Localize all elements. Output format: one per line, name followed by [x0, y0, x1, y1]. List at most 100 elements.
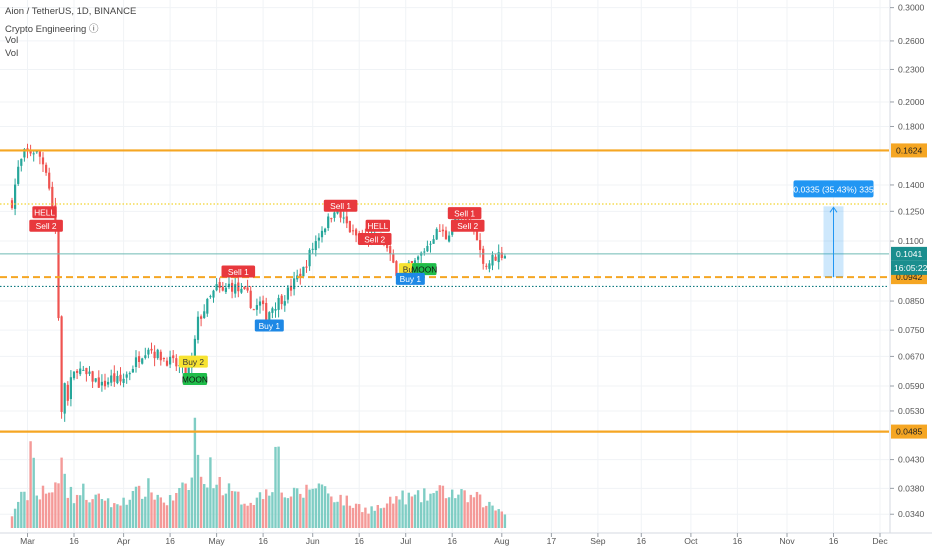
candle-body	[479, 240, 482, 250]
volume-indicator-1[interactable]: Vol	[5, 35, 19, 46]
volume-bar	[113, 503, 116, 528]
signal-4-label: HELL	[367, 221, 388, 231]
volume-bar	[404, 504, 407, 528]
volume-bar	[162, 502, 166, 528]
volume-bar	[494, 510, 497, 528]
candle-body	[426, 245, 429, 252]
volume-bar	[407, 492, 410, 528]
volume-bar	[482, 507, 485, 528]
volume-bar	[280, 492, 283, 528]
candle-body	[187, 366, 190, 375]
candle-body	[271, 308, 274, 313]
indicator-name[interactable]: Crypto Engineering ⓘ	[5, 24, 99, 35]
volume-bar	[373, 510, 376, 528]
candle-body	[107, 381, 110, 385]
symbol-title[interactable]: Aion / TetherUS, 1D, BINANCE	[5, 6, 137, 17]
volume-bar	[224, 493, 228, 528]
x-tick-label-12: Sep	[590, 536, 606, 546]
candle-body	[209, 296, 212, 298]
volume-bar	[119, 505, 122, 528]
signal-10-label: MOON	[182, 374, 208, 384]
volume-bar	[438, 485, 441, 528]
volume-bar	[63, 473, 66, 528]
measure-tool[interactable]: 0.0335 (35.43%) 335	[793, 180, 874, 278]
signal-2-bg	[221, 265, 256, 278]
signal-0-bg	[32, 206, 57, 219]
volume-bar	[20, 491, 23, 528]
candle-body	[169, 356, 172, 365]
volume-bar	[420, 502, 423, 528]
candle-body	[97, 377, 100, 388]
volume-bar	[265, 489, 268, 528]
volume-bar	[184, 483, 187, 528]
volume-bar	[153, 499, 156, 528]
candle-body	[128, 373, 131, 375]
volume-bar	[116, 504, 119, 528]
volume-bar	[432, 493, 435, 528]
volume-bars	[10, 417, 507, 528]
candle-body	[330, 218, 333, 220]
signal-10-bg	[182, 373, 208, 386]
x-tick-label-11: 17	[547, 536, 557, 546]
x-tick-label-13: 16	[637, 536, 647, 546]
volume-bar	[187, 489, 190, 528]
volume-bar	[441, 485, 445, 528]
volume-bar	[382, 507, 386, 528]
measure-label-bg	[793, 180, 874, 198]
volume-bar	[165, 505, 169, 528]
volume-bar	[348, 505, 352, 528]
volume-indicator-2[interactable]: Vol	[5, 48, 19, 59]
x-tick-label-10: Aug	[494, 536, 510, 546]
candle-body	[283, 301, 286, 306]
candle-body	[314, 241, 317, 251]
volume-bar	[314, 488, 317, 528]
candle-body	[134, 357, 138, 368]
volume-bar	[395, 496, 398, 528]
candle-body	[268, 312, 271, 321]
candle-body	[63, 383, 66, 414]
candle-body	[172, 355, 175, 359]
volume-bar	[478, 494, 482, 528]
signal-2-label: Sell 1	[228, 267, 249, 277]
candle-body	[175, 358, 178, 367]
volume-bar	[469, 494, 472, 528]
candle-body	[69, 377, 72, 400]
volume-bar	[32, 457, 35, 528]
candle-body	[23, 149, 26, 158]
candle-body	[417, 256, 420, 260]
candle-body	[277, 297, 280, 310]
candle-body	[218, 282, 221, 288]
volume-bar	[82, 483, 85, 528]
candle-body	[138, 356, 141, 362]
candle-body	[311, 248, 314, 250]
volume-bar	[413, 494, 417, 528]
volume-bar	[237, 491, 240, 528]
candle-body	[448, 235, 451, 242]
volume-bar	[308, 489, 311, 528]
volume-bar	[271, 492, 274, 528]
volume-bar	[29, 441, 32, 528]
volume-bar	[460, 489, 463, 528]
volume-bar	[137, 485, 141, 528]
volume-bar	[69, 486, 73, 528]
candle-body	[488, 263, 491, 269]
volume-bar	[351, 507, 355, 528]
volume-bar	[72, 503, 76, 528]
volume-bar	[131, 491, 135, 528]
volume-bar	[103, 500, 107, 528]
signal-7-bg	[450, 219, 485, 232]
candle-body	[196, 316, 200, 340]
candle-body	[45, 164, 48, 173]
candle-body	[429, 243, 432, 245]
volume-bar	[429, 493, 432, 528]
y-tick-label-11: 0.0590	[898, 381, 925, 391]
candle-body	[289, 285, 293, 291]
volume-bar	[35, 495, 38, 528]
candle-body	[231, 282, 234, 292]
candle-body	[51, 186, 54, 207]
volume-bar	[196, 454, 200, 528]
candle-body	[308, 249, 311, 267]
horizontal-lines[interactable]	[0, 149, 889, 433]
